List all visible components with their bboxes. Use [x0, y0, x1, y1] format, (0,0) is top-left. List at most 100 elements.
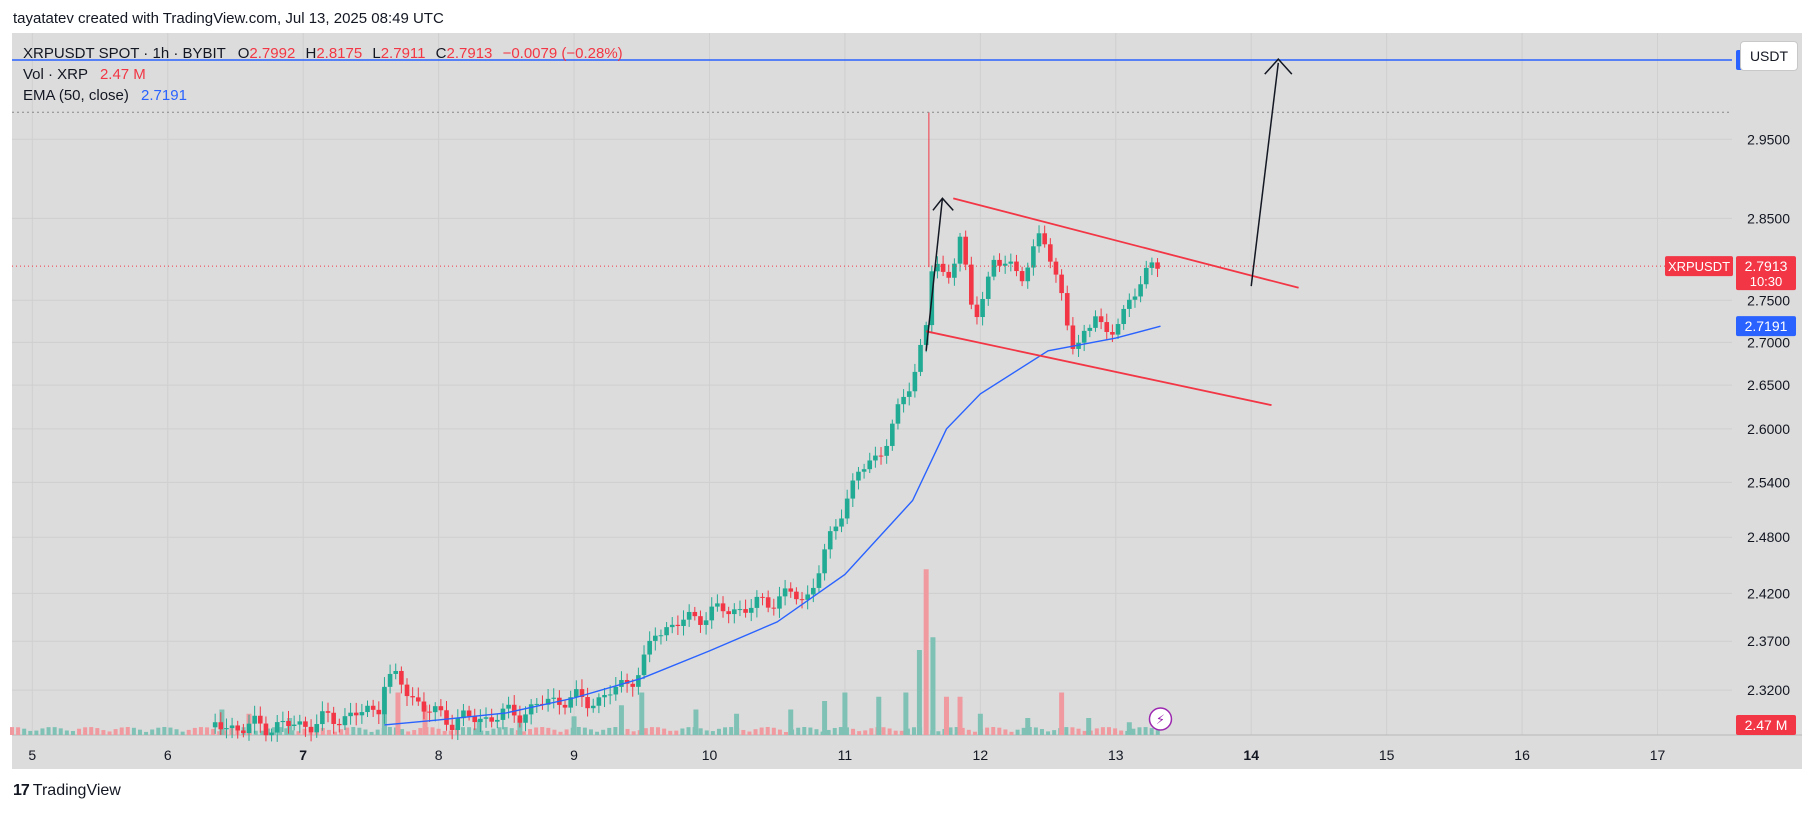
candle-body: [1059, 274, 1064, 294]
y-tick-label: 2.7500: [1747, 292, 1790, 308]
symbol-tag-bg: [1665, 256, 1733, 277]
tradingview-logo[interactable]: 17 TradingView: [13, 782, 121, 800]
symbol-tag-text: XRPUSDT: [1668, 259, 1730, 274]
volume-bar: [1131, 728, 1136, 735]
volume-bar: [1059, 692, 1065, 735]
volume-bar: [101, 730, 106, 735]
volume-bar: [639, 692, 645, 735]
candle-body: [748, 607, 754, 613]
candle-body: [833, 526, 839, 532]
candle-body: [827, 531, 833, 550]
volume-bar: [838, 727, 843, 735]
symbol-label[interactable]: XRPUSDT SPOT · 1h · BYBIT: [23, 45, 226, 62]
candle-body: [280, 720, 286, 723]
volume-bar: [729, 727, 734, 735]
candle-body: [517, 715, 523, 723]
candle-body: [985, 276, 991, 299]
last-price-value: 2.7913: [1745, 258, 1788, 274]
ema-price-tag-text: 2.7191: [1745, 318, 1788, 334]
volume-bar: [802, 727, 807, 735]
volume-bar: [278, 727, 283, 735]
channel-lower-line[interactable]: [925, 330, 1272, 407]
candle-body: [1132, 296, 1138, 300]
volume-bar: [211, 728, 216, 735]
volume-bar: [582, 727, 587, 735]
x-tick-label: 12: [973, 747, 989, 763]
volume-bar: [448, 730, 453, 735]
candle-body: [432, 706, 438, 713]
volume-bar: [406, 731, 411, 735]
candle-body: [353, 712, 359, 716]
close-value: 2.7913: [446, 45, 493, 62]
candle-body: [935, 263, 940, 272]
candle-body: [788, 588, 794, 592]
volume-bar: [1113, 728, 1118, 735]
candle-body: [478, 718, 483, 723]
volume-bar: [771, 727, 776, 735]
volume-bar: [473, 728, 478, 735]
volume-bar: [290, 730, 295, 735]
volume-bar: [1126, 722, 1132, 735]
volume-bar: [1046, 731, 1051, 735]
volume-bar: [796, 727, 801, 735]
volume-bar: [476, 719, 482, 735]
ema-indicator-label[interactable]: EMA (50, close): [23, 87, 129, 104]
candle-body: [715, 603, 720, 607]
volume-bar: [1033, 727, 1038, 735]
volume-bar: [64, 730, 69, 735]
volume-bar: [1137, 727, 1142, 735]
volume-bar: [509, 728, 514, 735]
volume-bar: [899, 730, 904, 735]
volume-bar: [375, 729, 380, 735]
volume-bar: [588, 729, 593, 735]
volume-bar: [223, 730, 228, 735]
candle-body: [681, 619, 686, 627]
candle-body: [901, 396, 906, 405]
candle-body: [839, 518, 844, 527]
volume-bar: [1021, 727, 1026, 735]
volume-bar: [528, 729, 533, 735]
candle-body: [534, 703, 540, 705]
volume-bar: [686, 727, 691, 735]
target-arrow[interactable]: [1250, 62, 1280, 287]
flagpole-arrow[interactable]: [925, 198, 944, 351]
volume-indicator-label[interactable]: Vol · XRP: [23, 66, 88, 83]
last-price-tag-bg: [1736, 256, 1796, 291]
candle-body: [365, 705, 370, 713]
volume-bar: [832, 727, 837, 735]
candle-body: [940, 263, 946, 272]
volume-bar: [326, 729, 331, 735]
x-tick-label: 6: [164, 747, 172, 763]
volume-bar: [1015, 729, 1020, 735]
candle-body: [1042, 233, 1047, 245]
currency-button[interactable]: USDT: [1740, 41, 1798, 71]
candle-body: [782, 588, 788, 597]
candle-body: [698, 616, 703, 625]
candle-body: [506, 704, 511, 709]
volume-bar: [287, 718, 293, 735]
candle-body: [415, 697, 421, 702]
candle-body: [421, 701, 427, 712]
volume-bar: [784, 731, 788, 735]
ema-line[interactable]: [384, 325, 1161, 726]
candle-body: [811, 587, 816, 595]
candle-body: [799, 599, 805, 601]
candle-body: [257, 715, 263, 724]
candle-body: [816, 573, 822, 588]
y-tick-label: 2.7000: [1747, 334, 1790, 350]
volume-bar: [911, 727, 916, 735]
chart-area[interactable]: [12, 33, 1802, 769]
volume-bar: [442, 731, 447, 735]
candle-body: [906, 391, 912, 397]
channel-upper-line[interactable]: [953, 197, 1299, 289]
volume-bar: [876, 696, 882, 735]
candle-body: [664, 627, 669, 636]
candle-body: [822, 549, 827, 574]
volume-bar: [422, 705, 428, 735]
high-value: 2.8175: [316, 45, 363, 62]
event-marker[interactable]: ⚡: [1148, 707, 1173, 731]
candle-body: [636, 675, 641, 687]
candle-body: [590, 705, 596, 709]
volume-bar: [430, 727, 435, 735]
